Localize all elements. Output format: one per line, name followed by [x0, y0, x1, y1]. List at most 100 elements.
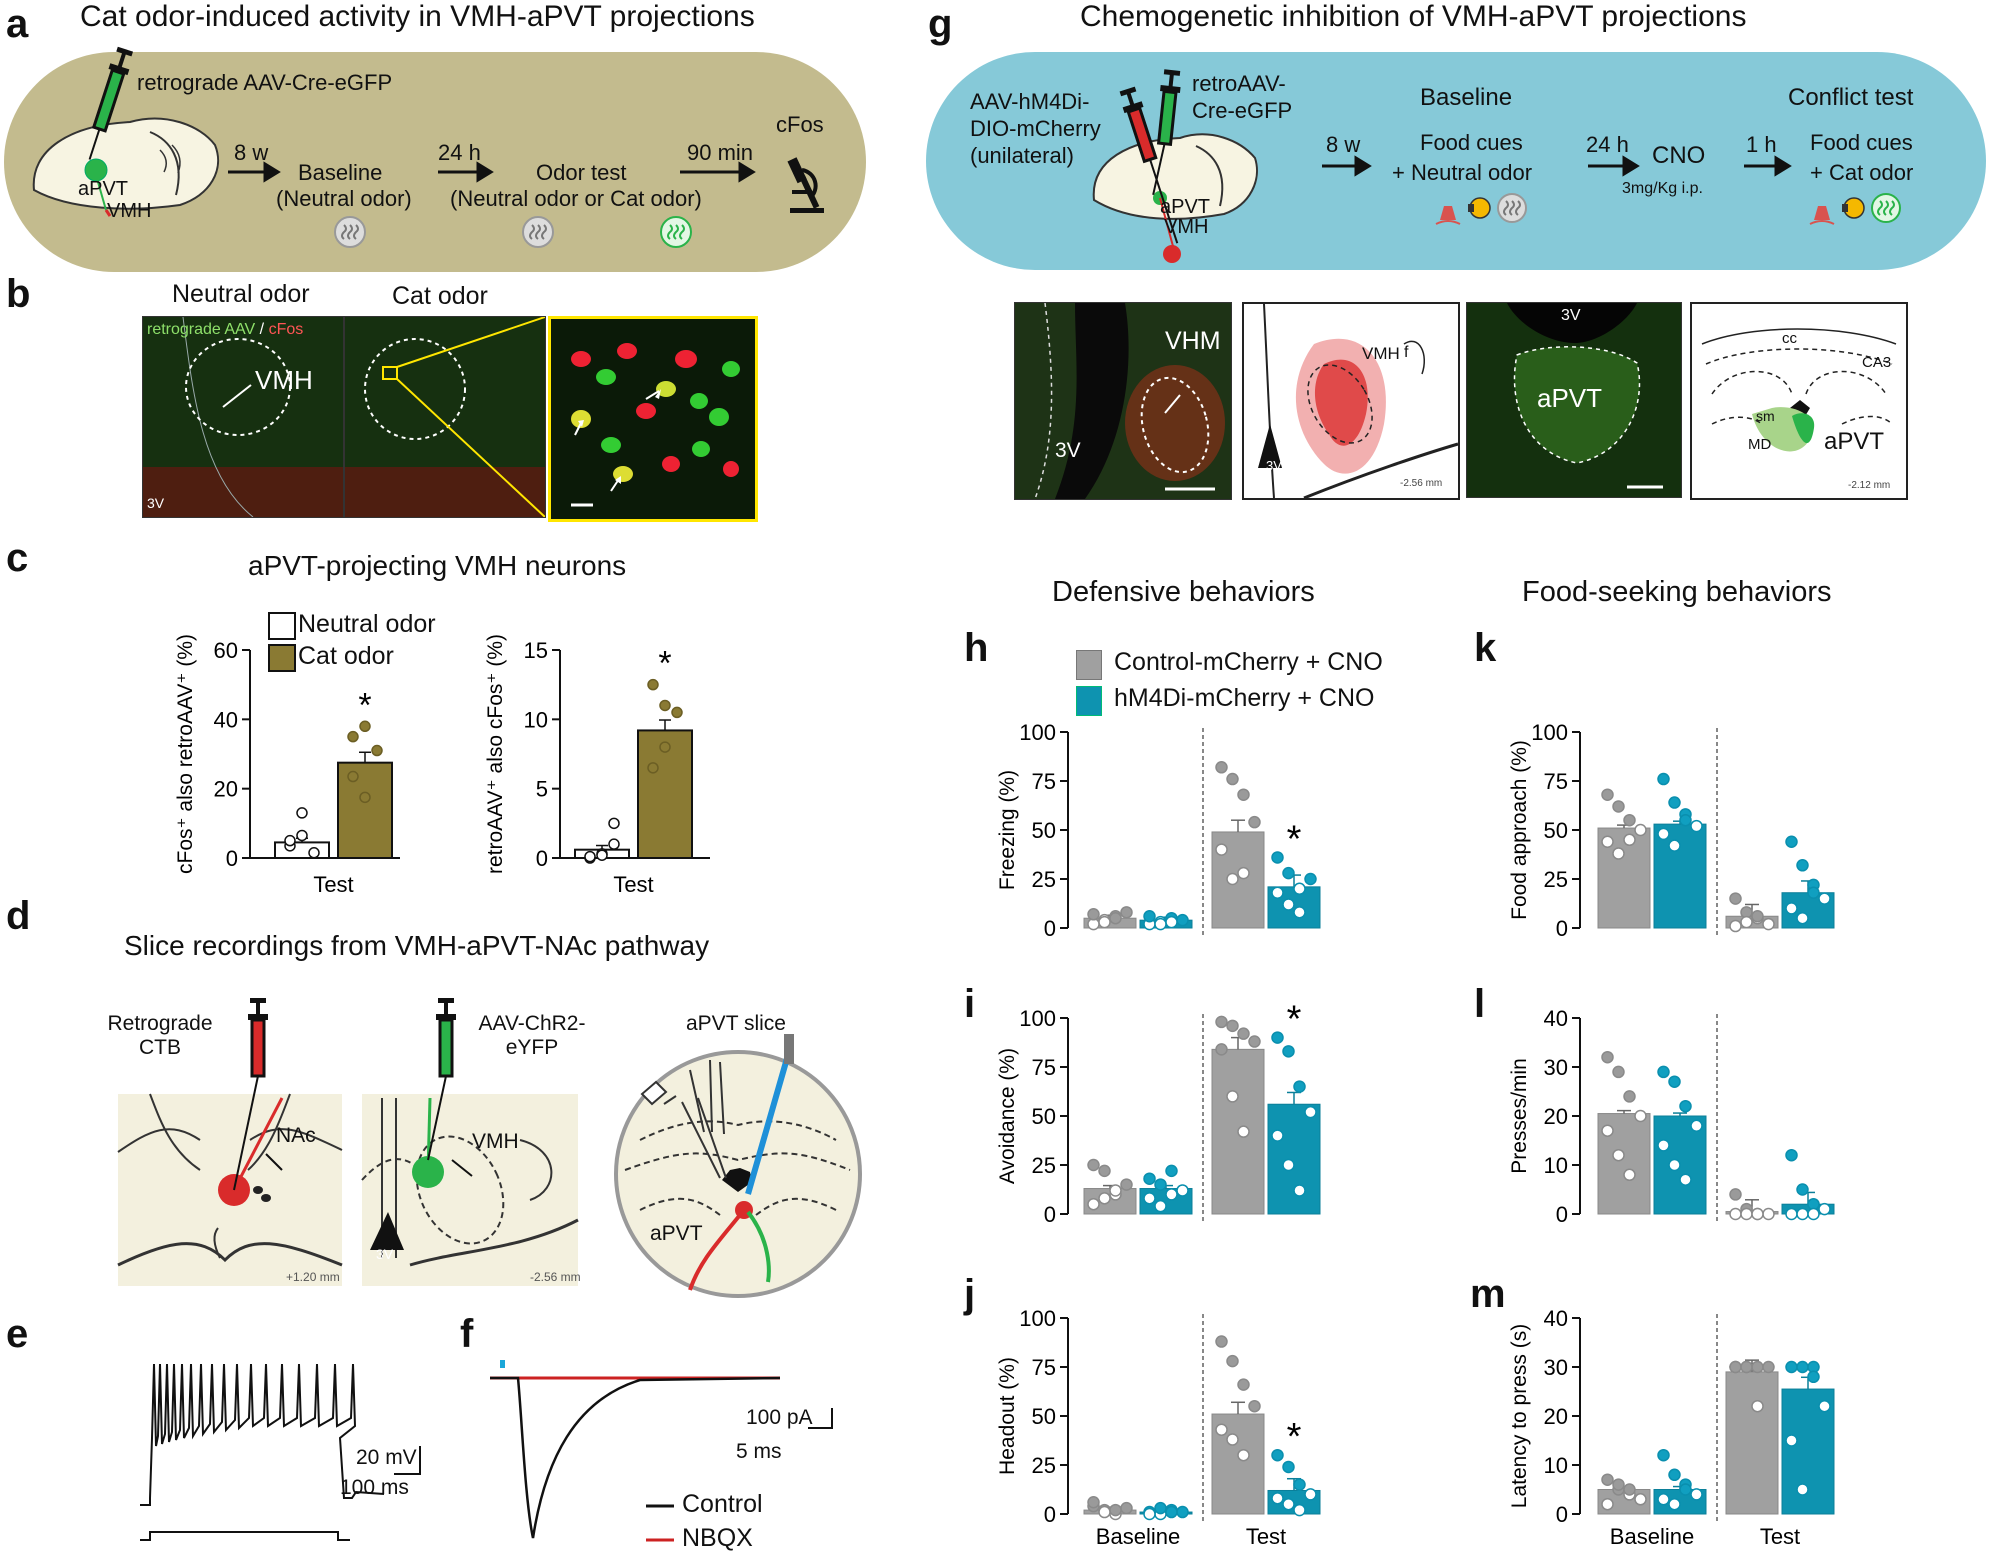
panel-label-m: m	[1470, 1272, 1506, 1316]
y-axis-label: Latency to press (s)	[1508, 1324, 1531, 1508]
panel-b-cat: Cat odor	[392, 282, 488, 310]
data-point	[1165, 1164, 1178, 1178]
panel-a-injection: retrograde AAV-Cre-eGFP	[137, 70, 393, 95]
panel-g-baseline-l1: Food cues	[1420, 130, 1523, 155]
panel-b-neutral: Neutral odor	[172, 280, 310, 308]
scale-f-pa: 100 pA	[746, 1406, 813, 1429]
data-point	[659, 699, 671, 712]
header-food: Food-seeking behaviors	[1522, 576, 1832, 608]
data-point	[1087, 1495, 1100, 1509]
data-point	[1215, 843, 1228, 856]
panel-a-vmh: VMH	[107, 200, 152, 222]
x-axis-label: Test	[1246, 1524, 1286, 1549]
panel-d-col2-l2: eYFP	[505, 1036, 559, 1059]
data-point	[1293, 882, 1306, 896]
panel-d-coord2: -2.56 mm	[530, 1270, 581, 1284]
data-point	[1098, 915, 1111, 929]
data-point	[1293, 1080, 1306, 1093]
data-point	[1807, 886, 1820, 899]
legend-cat: Cat odor	[298, 642, 394, 670]
data-point	[1796, 1360, 1809, 1374]
significance-star: *	[658, 645, 671, 683]
panel-a-cfos: cFos	[776, 112, 824, 137]
atlas-f-label: f	[1404, 344, 1409, 361]
data-point	[1818, 1202, 1831, 1216]
legend-swatch-control	[1076, 650, 1102, 680]
data-point	[1818, 1399, 1831, 1413]
data-point	[1154, 1501, 1167, 1515]
panel-d-3v: 3V	[376, 1246, 394, 1262]
panel-g-inj2: retroAAV- Cre-eGFP	[1192, 70, 1292, 124]
y-tick-label: 50	[1032, 818, 1056, 843]
data-point	[1165, 1188, 1178, 1201]
x-axis-label: Baseline	[1610, 1524, 1694, 1549]
data-point	[1282, 1497, 1295, 1511]
data-point	[1612, 800, 1625, 813]
panel-g-title: Chemogenetic inhibition of VMH-aPVT proj…	[1080, 0, 1747, 33]
data-point	[1282, 866, 1295, 880]
data-point	[1690, 1119, 1703, 1133]
panel-label-i: i	[964, 982, 976, 1026]
data-point	[1679, 1099, 1692, 1113]
y-tick-label: 60	[214, 638, 238, 663]
y-tick-label: 30	[1544, 1355, 1568, 1380]
data-point	[1668, 1075, 1681, 1088]
data-point	[1237, 788, 1250, 801]
data-point	[1807, 1370, 1820, 1384]
data-point	[1304, 872, 1317, 886]
data-point	[1601, 1124, 1614, 1137]
panel-g-baseline: Baseline	[1420, 84, 1513, 111]
data-point	[1226, 1354, 1239, 1368]
data-point	[1740, 1360, 1753, 1374]
micrograph-neutral: retrograde AAV / cFos VMH 3V	[142, 316, 344, 518]
y-tick-label: 40	[214, 707, 238, 732]
y-tick-label: 30	[1544, 1055, 1568, 1080]
data-point	[1690, 1488, 1703, 1501]
significance-star: *	[1287, 818, 1302, 860]
panel-d-nac: NAc	[276, 1124, 316, 1147]
legend-swatch-cat	[268, 644, 296, 672]
micrograph-vhm: VHM 3V	[1014, 302, 1232, 500]
y-tick-label: 0	[1044, 916, 1056, 941]
y-tick-label: 10	[1544, 1153, 1568, 1178]
data-point	[1657, 1493, 1670, 1506]
y-axis-label: Avoidance (%)	[996, 1048, 1019, 1184]
y-tick-label: 100	[1531, 720, 1568, 745]
micrograph-vhm-3v: 3V	[1055, 439, 1081, 462]
data-point	[1751, 1360, 1764, 1374]
legend-swatch-hm4di	[1076, 686, 1102, 716]
panel-a-odortest: Odor test	[536, 160, 627, 185]
legend-swatch-neutral	[268, 612, 296, 640]
bulb-icon	[1842, 197, 1865, 219]
panel-a-baseline-sub: (Neutral odor)	[276, 186, 412, 211]
data-point	[1215, 1015, 1228, 1029]
data-point	[1796, 1183, 1809, 1196]
data-point	[647, 678, 659, 691]
data-point	[1154, 1178, 1167, 1191]
micrograph-zoom	[548, 316, 758, 522]
y-tick-label: 0	[1556, 1502, 1568, 1527]
speaker-icon	[1809, 206, 1835, 225]
data-point	[1668, 1497, 1681, 1511]
data-point	[1087, 908, 1100, 921]
y-tick-label: 0	[1044, 1202, 1056, 1227]
y-axis-label: retroAAV⁺ also cFos⁺ (%)	[484, 634, 507, 874]
atlas-3v-label: 3V	[1266, 458, 1282, 473]
y-tick-label: 20	[1544, 1404, 1568, 1429]
data-point	[1785, 1360, 1798, 1374]
data-point	[1143, 909, 1156, 923]
data-point	[1143, 1507, 1156, 1521]
panel-a-art	[32, 46, 824, 248]
data-point	[1271, 851, 1284, 864]
y-tick-label: 75	[1032, 769, 1056, 794]
y-tick-label: 40	[1544, 1306, 1568, 1331]
panel-g-cno-dose: 3mg/Kg i.p.	[1622, 180, 1703, 197]
x-axis-label: Test	[1760, 1524, 1800, 1549]
panel-g-conflict: Conflict test	[1788, 84, 1914, 111]
legend-f-control: Control	[682, 1490, 763, 1518]
data-point	[1729, 919, 1742, 933]
